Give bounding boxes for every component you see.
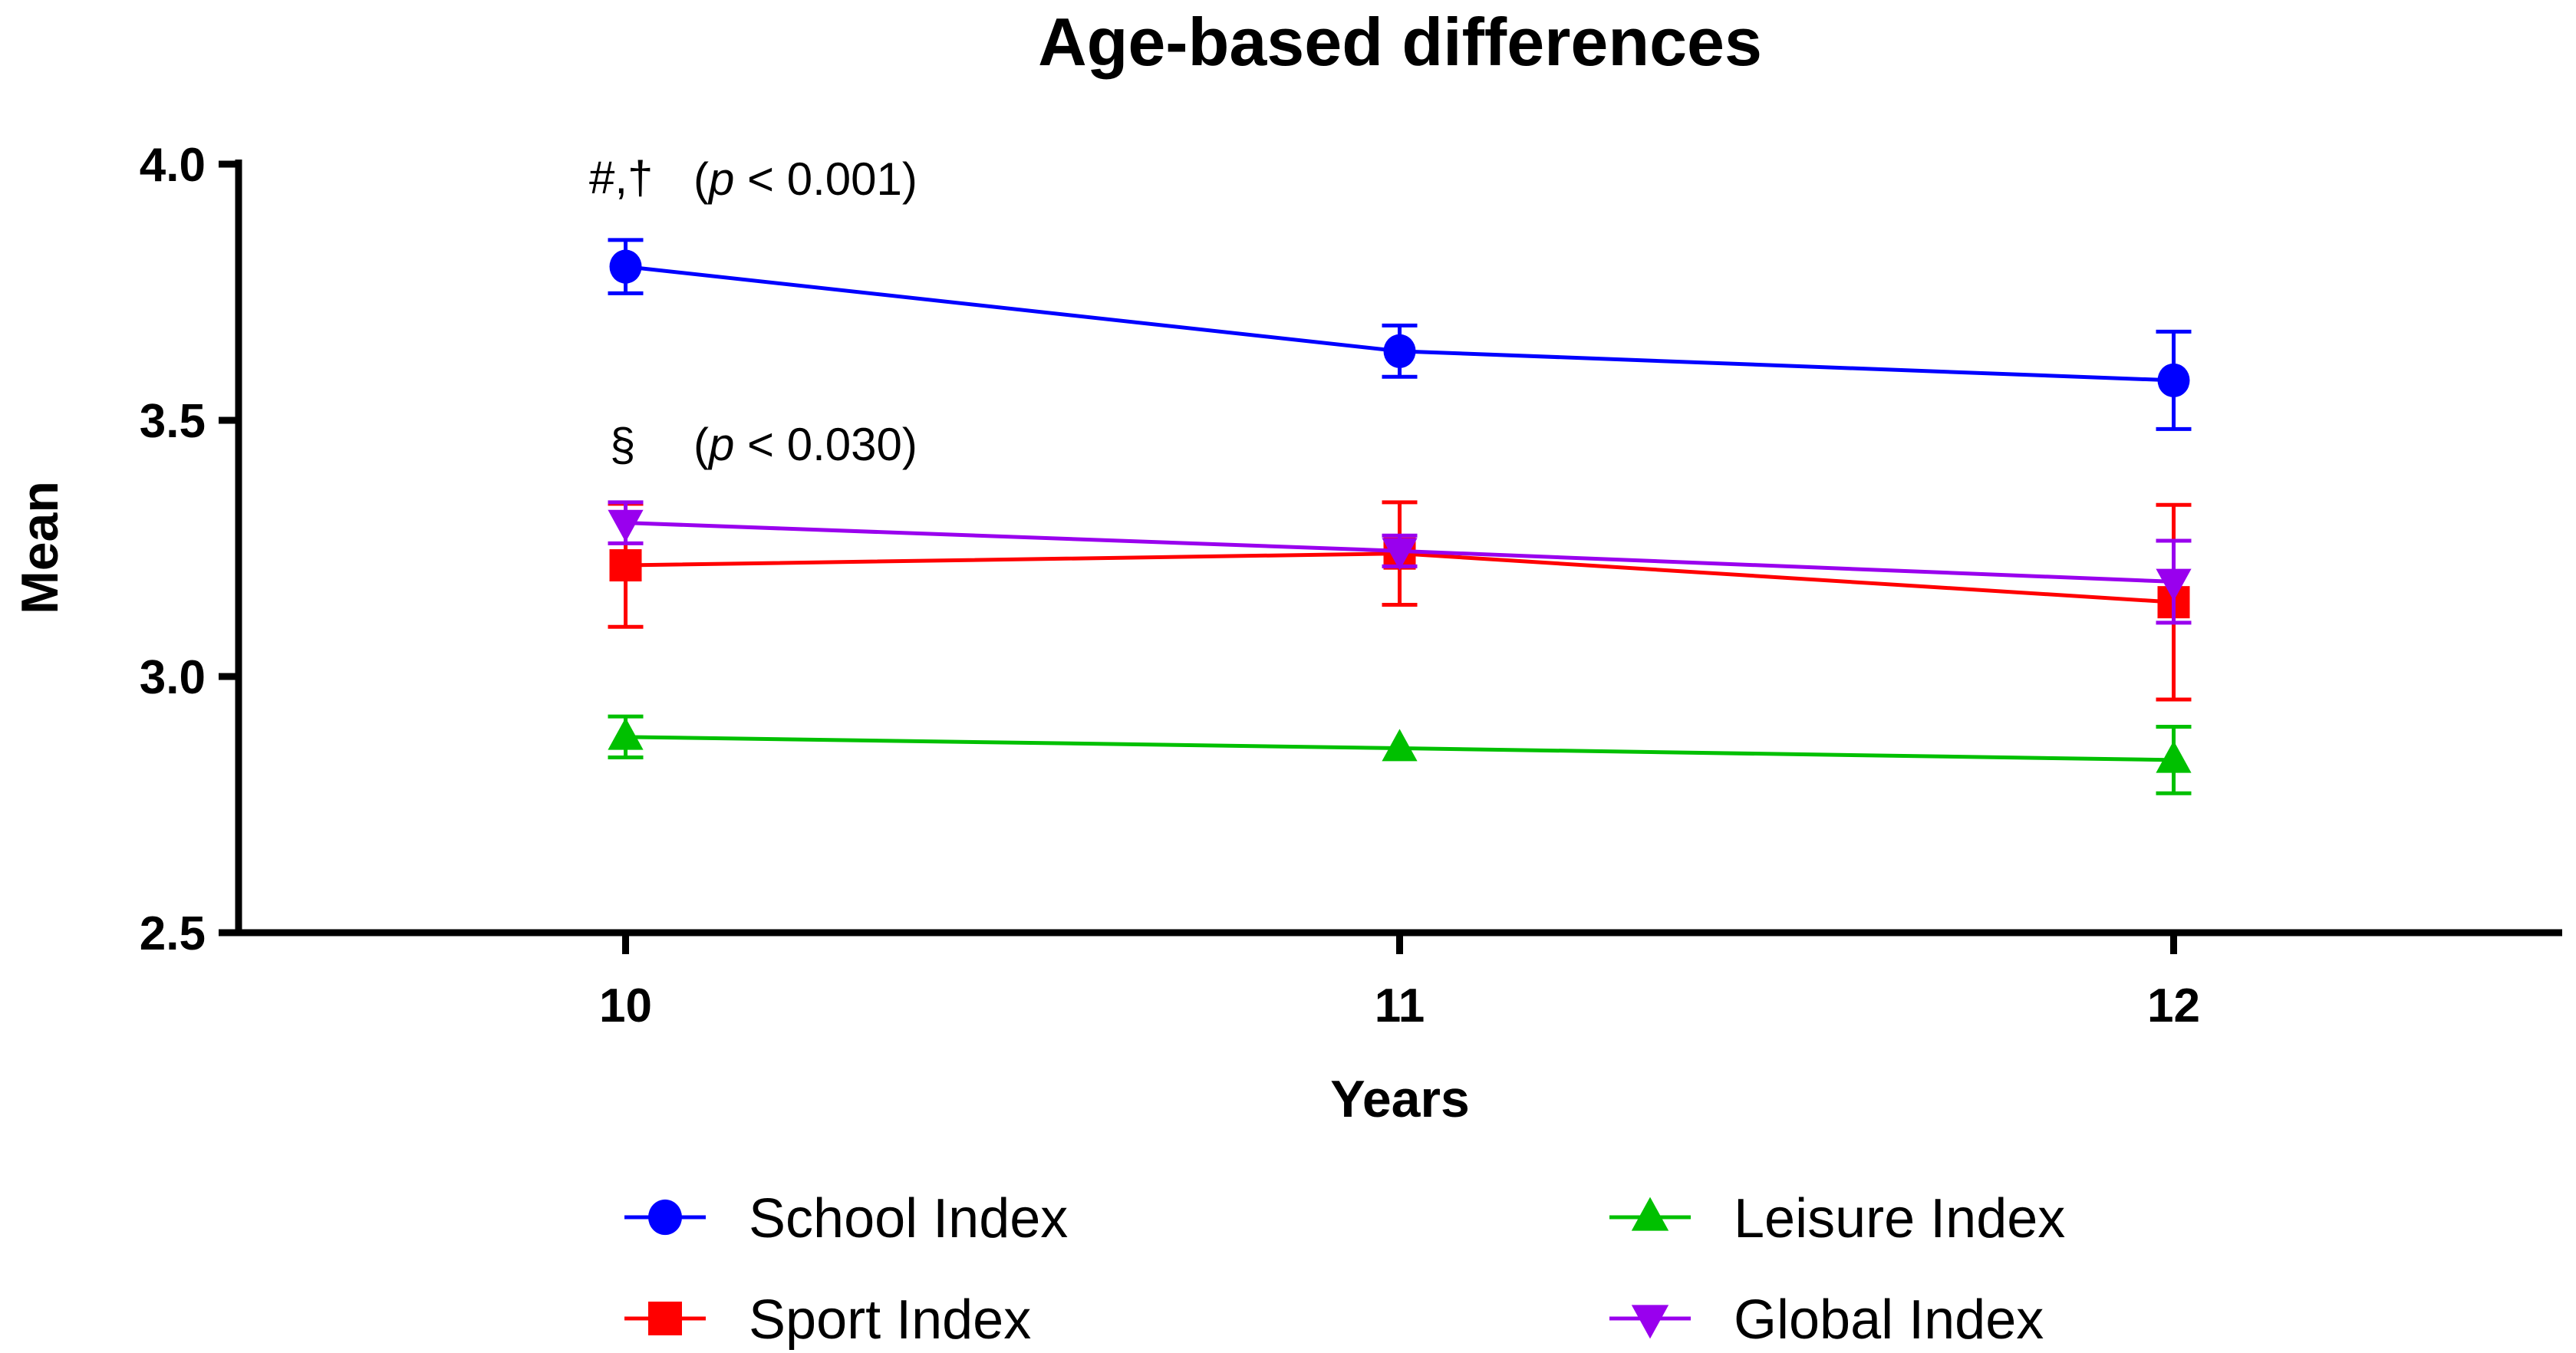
data-point xyxy=(608,717,644,750)
x-tick-label: 12 xyxy=(2147,979,2200,1032)
data-point xyxy=(1383,334,1416,368)
legend-label: Global Index xyxy=(1734,1289,2044,1351)
x-tick-label: 10 xyxy=(599,979,652,1032)
legend: School Index Sport Index Leisure Index Glob… xyxy=(624,1188,2065,1351)
data-point xyxy=(1382,729,1418,762)
y-tick-label: 4.0 xyxy=(140,139,206,192)
x-tick-label: 11 xyxy=(1375,979,1425,1032)
data-point xyxy=(1382,538,1418,571)
y-axis-label: Mean xyxy=(11,481,69,614)
y-tick-label: 3.5 xyxy=(140,395,206,448)
annotation-p-2-open: ( xyxy=(693,419,709,470)
legend-label: Leisure Index xyxy=(1734,1188,2065,1249)
annotation-p-1-text: < 0.001) xyxy=(734,153,917,205)
series-leisure-index xyxy=(608,714,2192,795)
annotation-p-1-open: ( xyxy=(693,153,709,205)
data-point xyxy=(608,509,644,542)
series-school-index xyxy=(608,238,2192,431)
legend-marker xyxy=(1631,1305,1669,1339)
data-point xyxy=(609,549,642,582)
annotation-p-2-italic: p xyxy=(707,419,734,470)
annotation-p-2: (p < 0.030) xyxy=(693,419,917,470)
legend-item-sport-index: Sport Index xyxy=(624,1289,1031,1351)
data-point xyxy=(2156,740,2192,773)
legend-label: School Index xyxy=(749,1188,1068,1249)
series-global-index xyxy=(608,500,2192,625)
y-tick-label: 3.0 xyxy=(140,651,206,704)
annotation-symbol-1: #,† xyxy=(589,152,653,203)
legend-item-leisure-index: Leisure Index xyxy=(1609,1188,2065,1249)
annotation-p-2-text: < 0.030) xyxy=(734,419,917,470)
legend-marker xyxy=(648,1199,682,1236)
legend-item-school-index: School Index xyxy=(624,1188,1068,1249)
legend-marker xyxy=(1631,1197,1669,1231)
y-tick-label: 2.5 xyxy=(140,907,206,960)
data-point xyxy=(2156,568,2192,601)
legend-item-global-index: Global Index xyxy=(1609,1289,2044,1351)
annotation-p-1-italic: p xyxy=(707,153,734,205)
x-axis-label: Years xyxy=(1330,1070,1470,1128)
legend-label: Sport Index xyxy=(749,1289,1031,1351)
annotation-symbol-2: § xyxy=(610,419,635,470)
annotation-p-1: (p < 0.001) xyxy=(693,153,917,205)
data-point xyxy=(609,249,642,284)
data-point xyxy=(2157,363,2190,397)
chart-title: Age-based differences xyxy=(1038,4,1762,80)
legend-marker xyxy=(648,1302,682,1335)
